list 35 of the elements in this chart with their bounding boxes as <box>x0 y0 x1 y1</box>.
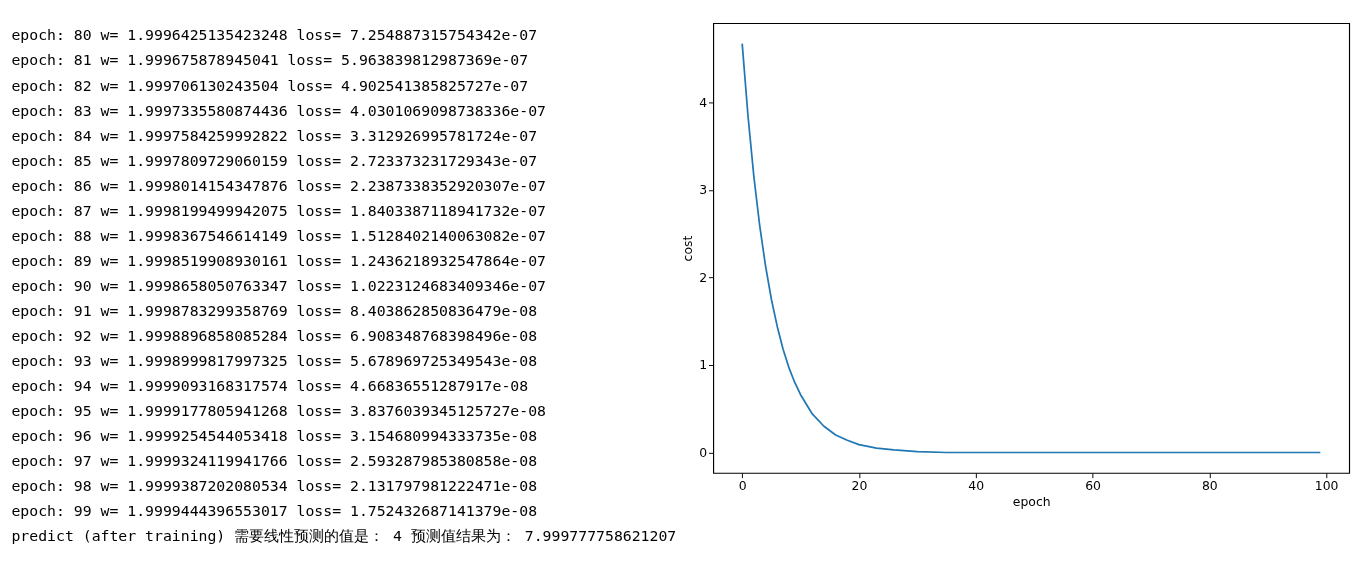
text: epoch: 82 w= 1.999706130243504 loss= 4.902541385825727e-07 <box>11 76 529 94</box>
x-tick-label: 80 <box>1201 477 1218 493</box>
x-tick-label: 60 <box>1085 477 1102 493</box>
text: epoch: 80 w= 1.9996425135423248 loss= 7.254887315754342e-07 <box>11 26 538 44</box>
y-tick-label: 1 <box>699 357 708 373</box>
y-tick-label: 4 <box>699 94 708 110</box>
x-tick-label: 20 <box>851 477 868 493</box>
text: epoch: 95 w= 1.9999177805941268 loss= 3.8376039345125727e-08 <box>11 401 546 419</box>
text: epoch: 87 w= 1.9998199499942075 loss= 1.8403387118941732e-07 <box>11 201 546 219</box>
y-tick-label: 0 <box>699 444 708 460</box>
text: epoch: 86 w= 1.9998014154347876 loss= 2.2387338352920307e-07 <box>11 176 546 194</box>
text: epoch: 98 w= 1.9999387202080534 loss= 2.131797981222471e-08 <box>11 476 538 494</box>
text: epoch: 99 w= 1.9999444396553017 loss= 1.752432687141379e-08 <box>11 501 538 519</box>
y-tick-label: 3 <box>699 182 708 198</box>
x-tick-label: 40 <box>968 477 985 493</box>
text: epoch: 94 w= 1.9999093168317574 loss= 4.66836551287917e-08 <box>11 376 529 394</box>
x-axis-title: epoch <box>1012 493 1051 509</box>
text: epoch: 89 w= 1.9998519908930161 loss= 1.2436218932547864e-07 <box>11 251 546 269</box>
y-tick-label: 2 <box>699 269 708 285</box>
text: epoch: 91 w= 1.9998783299358769 loss= 8.403862850836479e-08 <box>11 301 538 319</box>
text: epoch: 83 w= 1.9997335580874436 loss= 4.0301069098738336e-07 <box>11 101 546 119</box>
text: epoch: 90 w= 1.9998658050763347 loss= 1.0223124683409346e-07 <box>11 276 546 294</box>
text: predict (after training) 需要线性预测的值是： 4 预测值结果为： 7.999777758621207 <box>11 526 677 544</box>
text: epoch: 88 w= 1.9998367546614149 loss= 1.5128402140063082e-07 <box>11 226 546 244</box>
text: epoch: 97 w= 1.9999324119941766 loss= 2.593287985380858e-08 <box>11 451 538 469</box>
text: epoch: 84 w= 1.9997584259992822 loss= 3.312926995781724e-07 <box>11 126 538 144</box>
line-series <box>741 42 1322 454</box>
x-tick-label: 0 <box>738 477 747 493</box>
text: epoch: 93 w= 1.9998999817997325 loss= 5.678969725349543e-08 <box>11 351 538 369</box>
text: epoch: 96 w= 1.9999254544053418 loss= 3.154680994333735e-08 <box>11 426 538 444</box>
text: epoch: 85 w= 1.9997809729060159 loss= 2.723373231729343e-07 <box>11 151 538 169</box>
text: epoch: 92 w= 1.9998896858085284 loss= 6.908348768398496e-08 <box>11 326 538 344</box>
y-axis-title: cost <box>680 235 696 262</box>
x-tick-label: 100 <box>1314 477 1339 493</box>
text: epoch: 81 w= 1.999675878945041 loss= 5.963839812987369e-07 <box>11 51 529 69</box>
